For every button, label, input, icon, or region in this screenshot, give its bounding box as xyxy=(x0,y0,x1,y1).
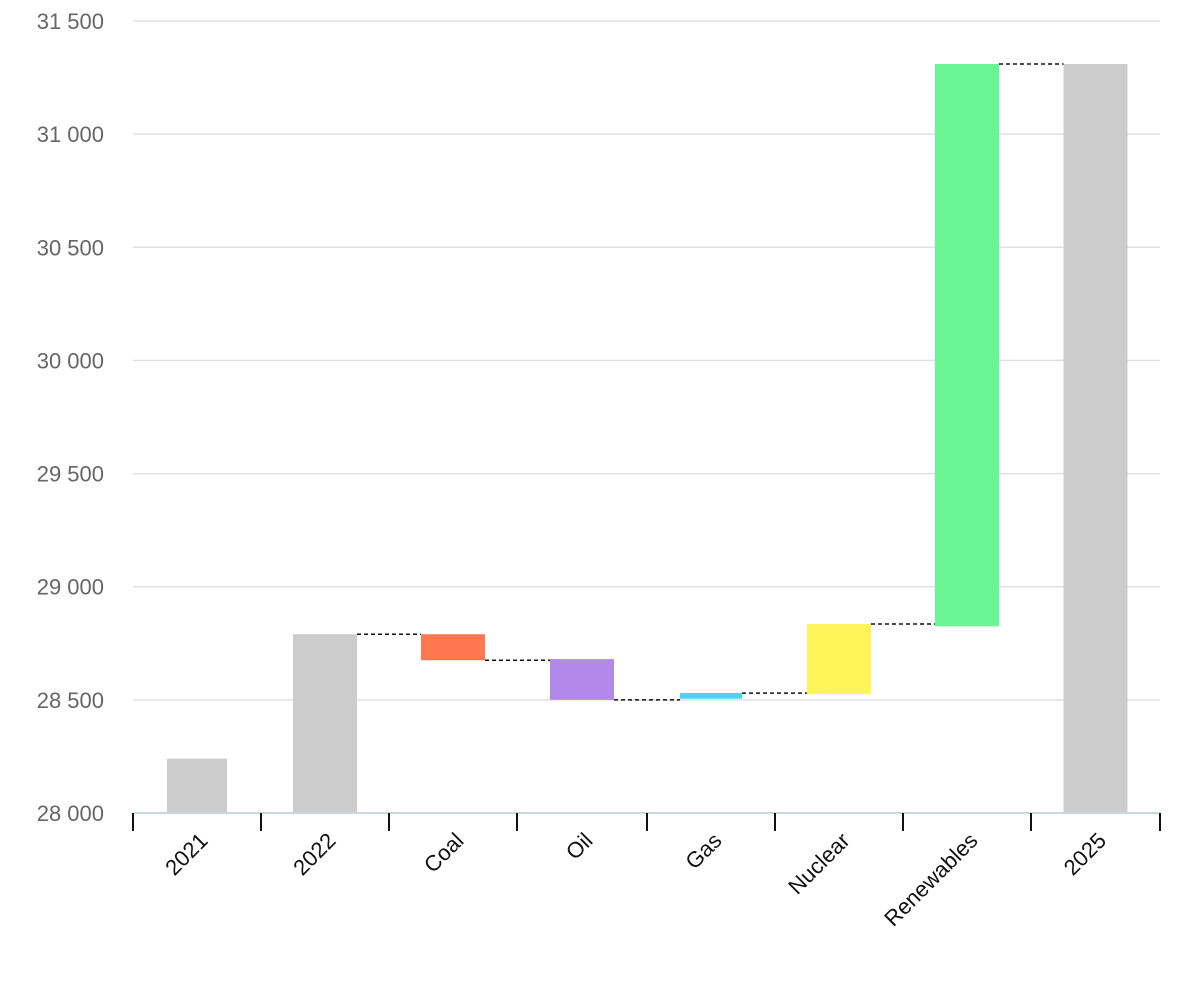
y-axis-tick-labels: 28 000 28 500 29 000 29 500 30 000 30 500 31 0… xyxy=(37,9,104,826)
bar-oil xyxy=(550,659,614,700)
y-tick-label: 30 500 xyxy=(37,235,104,260)
y-tick-label: 30 000 xyxy=(37,348,104,373)
x-tick-label: Oil xyxy=(561,828,598,865)
bar-coal xyxy=(421,634,485,661)
bar-gas xyxy=(680,693,742,699)
bar-2022 xyxy=(293,634,357,813)
x-tick-label: 2022 xyxy=(288,828,340,880)
x-tick-label: 2021 xyxy=(160,828,212,880)
x-axis-tick-labels: 2021 2022 Coal Oil Gas Nuclear Renewables 2025 xyxy=(160,828,1111,931)
connector-lines xyxy=(357,63,1064,701)
x-tick-label: Gas xyxy=(680,828,726,874)
bar-2021 xyxy=(167,758,227,813)
gridlines xyxy=(133,20,1160,701)
x-tick-label: 2025 xyxy=(1059,828,1111,880)
bars xyxy=(167,63,1128,814)
y-tick-label: 31 000 xyxy=(37,122,104,147)
bar-2025 xyxy=(1063,63,1128,814)
x-tick-label: Nuclear xyxy=(783,828,854,899)
bar-renewables xyxy=(935,63,999,627)
y-tick-label: 28 000 xyxy=(37,801,104,826)
y-tick-label: 28 500 xyxy=(37,688,104,713)
y-tick-label: 29 500 xyxy=(37,462,104,487)
bar-nuclear xyxy=(807,624,871,695)
x-tick-label: Renewables xyxy=(879,828,982,931)
y-tick-label: 29 000 xyxy=(37,575,104,600)
x-tick-label: Coal xyxy=(419,828,469,878)
y-tick-label: 31 500 xyxy=(37,9,104,34)
x-axis xyxy=(132,812,1161,831)
